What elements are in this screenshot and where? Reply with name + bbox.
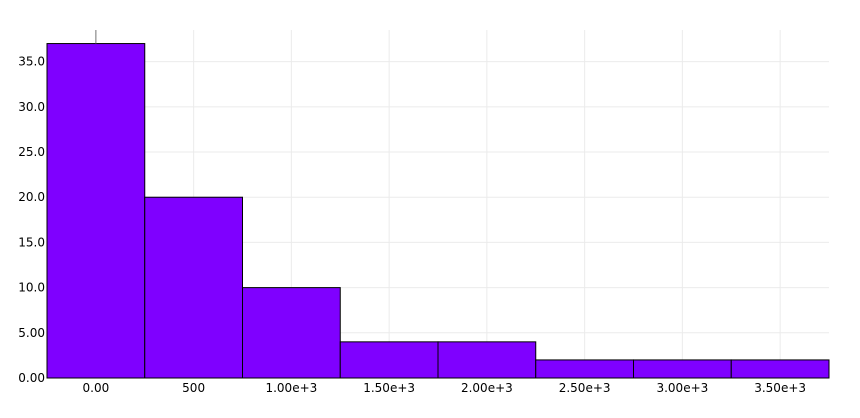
- x-tick-label-7: 3.50e+3: [754, 381, 806, 395]
- x-tick-label-0: 0.00: [83, 381, 110, 395]
- x-tick-label-2: 1.00e+3: [265, 381, 317, 395]
- histogram-bar-5: [535, 359, 634, 379]
- x-tick-label-6: 3.00e+3: [656, 381, 708, 395]
- y-tick-label-3: 15.0: [18, 235, 45, 249]
- y-tick-label-0: 0.00: [18, 371, 45, 385]
- histogram-bar-1: [144, 196, 243, 379]
- histogram-bar-0: [46, 43, 146, 379]
- y-axis-tick-labels: 0.00 5.00 10.0 15.0 20.0 25.0 30.0 35.0: [18, 55, 45, 385]
- y-tick-label-1: 5.00: [18, 326, 45, 340]
- histogram-bar-2: [242, 287, 341, 379]
- x-tick-label-4: 2.00e+3: [461, 381, 513, 395]
- histogram-bar-7: [730, 359, 830, 379]
- y-tick-label-5: 25.0: [18, 145, 45, 159]
- x-tick-label-3: 1.50e+3: [363, 381, 415, 395]
- y-tick-label-4: 20.0: [18, 190, 45, 204]
- histogram-bars: [46, 43, 830, 379]
- x-tick-label-5: 2.50e+3: [559, 381, 611, 395]
- x-axis-tick-labels: 0.00 500 1.00e+3 1.50e+3 2.00e+3 2.50e+3 3.00e…: [83, 381, 807, 395]
- x-tick-label-1: 500: [182, 381, 205, 395]
- histogram-bar-6: [633, 359, 732, 379]
- histogram-bar-4: [437, 341, 537, 379]
- histogram-bar-3: [339, 341, 439, 379]
- y-tick-label-2: 10.0: [18, 281, 45, 295]
- y-tick-label-6: 30.0: [18, 100, 45, 114]
- y-tick-label-7: 35.0: [18, 55, 45, 69]
